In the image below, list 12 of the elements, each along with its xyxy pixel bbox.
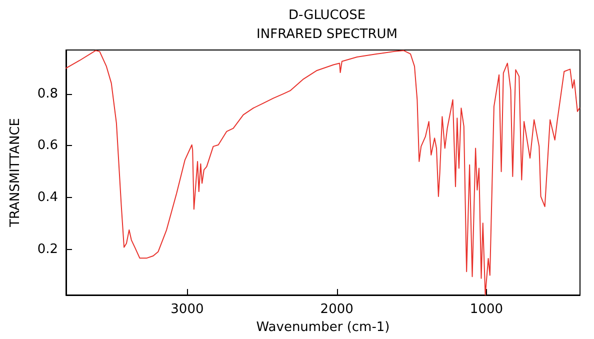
line-series bbox=[66, 50, 580, 296]
x-axis-title: Wavenumber (cm-1) bbox=[256, 320, 390, 335]
y-tick-label: 0.6 bbox=[37, 138, 58, 154]
x-tick-label: 2000 bbox=[320, 302, 354, 317]
y-tick-label: 0.8 bbox=[37, 86, 58, 102]
y-tick-label: 0.4 bbox=[37, 190, 58, 206]
y-tick-label: 0.2 bbox=[37, 242, 58, 257]
x-tick-label: 1000 bbox=[470, 302, 504, 317]
chart-subtitle: INFRARED SPECTRUM bbox=[256, 27, 398, 42]
x-tick-label: 3000 bbox=[170, 302, 204, 317]
y-axis-title: TRANSMITTANCE bbox=[8, 118, 23, 228]
chart-title: D-GLUCOSE bbox=[288, 8, 366, 23]
